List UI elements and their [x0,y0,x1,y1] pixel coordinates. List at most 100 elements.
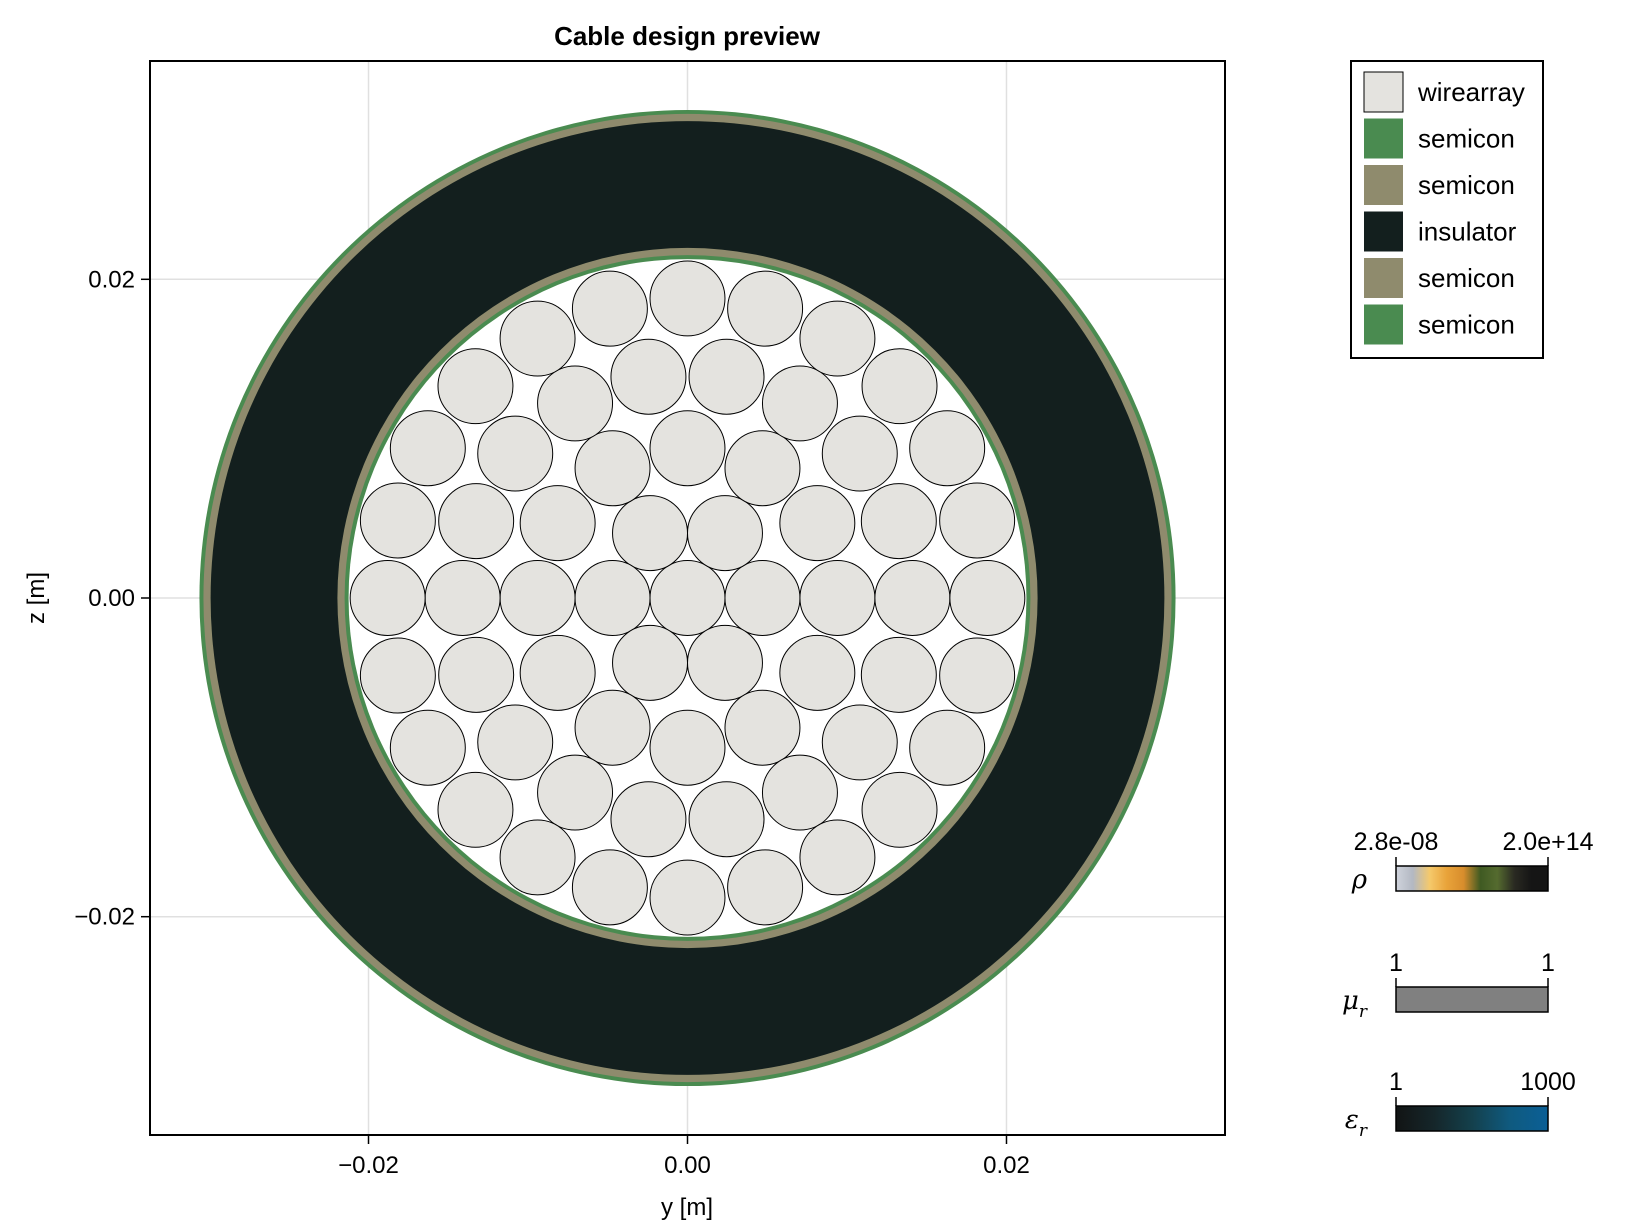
wire [799,819,876,896]
wire [438,483,515,560]
y-axis-label: z [m] [23,572,50,624]
legend-label: semicon [1418,310,1515,340]
wire [874,560,951,636]
wire [909,709,986,786]
wire [860,636,937,713]
wire [499,560,576,636]
wire [861,771,938,848]
wire [649,859,726,936]
legend-label: wirearray [1417,77,1525,107]
wire [519,485,596,562]
wire [574,689,651,766]
wire [574,560,651,636]
wire [359,482,436,559]
wire [687,624,763,701]
colorbar-0 [1395,865,1549,892]
x-tick-label: 0.02 [983,1152,1030,1179]
wire [779,634,856,711]
x-axis-label: y [m] [661,1194,713,1221]
wire [610,781,687,858]
wire [799,560,876,636]
wire [727,270,804,347]
colorbar-1 [1395,986,1549,1013]
wire [437,771,514,848]
wire [537,754,614,831]
colorbar-symbol: μr [1342,986,1368,1022]
colorbars: 2.8e-08 2.0e+14 ρ 1 1 μr 1 1000 εr [1342,828,1594,1141]
wire [499,300,576,377]
wire [724,430,801,507]
wire [909,410,986,487]
wire [779,485,856,562]
wire [821,415,898,492]
wire [688,781,765,858]
colorbar-max-label: 1 [1541,949,1555,977]
colorbar-symbol: ρ [1351,865,1368,895]
wire [649,560,726,636]
wire [571,270,648,347]
wire [349,560,426,636]
wire [939,482,1016,559]
legend-swatch [1364,118,1403,159]
wire [610,338,687,415]
wire [649,260,726,337]
wire [799,300,876,377]
wire [861,348,938,425]
wire [477,704,554,781]
wire [519,634,596,711]
wire [939,637,1016,714]
wire [359,637,436,714]
wire [724,689,801,766]
wire [438,636,515,713]
wire [499,819,576,896]
wire [724,560,801,636]
legend-swatch [1364,258,1403,298]
colorbar-min-label: 1 [1389,949,1403,977]
chart-title: Cable design preview [554,21,821,51]
legend: wirearray semicon semicon insulator semicon s… [1350,60,1544,359]
y-tick-label: 0.00 [88,585,135,612]
wire [612,495,689,572]
wire [649,410,726,487]
y-tick-label: −0.02 [74,904,135,931]
wire [389,410,466,487]
wire [612,624,689,701]
wire [761,754,838,831]
legend-swatch [1364,304,1403,345]
wire [424,560,501,636]
legend-label: semicon [1418,263,1515,293]
wire [537,365,614,442]
x-axis-ticks: −0.02 0.00 0.02 [338,1135,1030,1179]
y-tick-label: 0.02 [88,266,135,293]
wire [437,348,514,425]
wire [761,365,838,442]
wire [389,709,466,786]
wire [571,849,648,926]
legend-swatch [1364,165,1403,205]
wire [649,709,726,786]
x-tick-label: −0.02 [338,1152,399,1179]
legend-label: insulator [1418,217,1517,247]
wire [688,338,765,415]
wire [477,415,554,492]
legend-swatch [1363,71,1404,113]
wire [727,849,804,926]
legend-swatch [1364,211,1403,252]
legend-label: semicon [1418,170,1515,200]
x-tick-label: 0.00 [664,1152,711,1179]
wire [949,560,1026,636]
colorbar-max-label: 1000 [1520,1068,1576,1096]
colorbar-symbol: εr [1345,1105,1368,1141]
conductor-wires [349,260,1026,936]
wire [821,704,898,781]
wire [860,483,937,560]
y-axis-ticks: −0.02 0.00 0.02 [74,266,150,931]
colorbar-min-label: 2.8e-08 [1354,828,1439,856]
colorbar-max-label: 2.0e+14 [1502,828,1593,856]
legend-label: semicon [1418,124,1515,154]
colorbar-2 [1395,1105,1549,1132]
wire [687,495,763,572]
wire [574,430,651,507]
colorbar-min-label: 1 [1389,1068,1403,1096]
